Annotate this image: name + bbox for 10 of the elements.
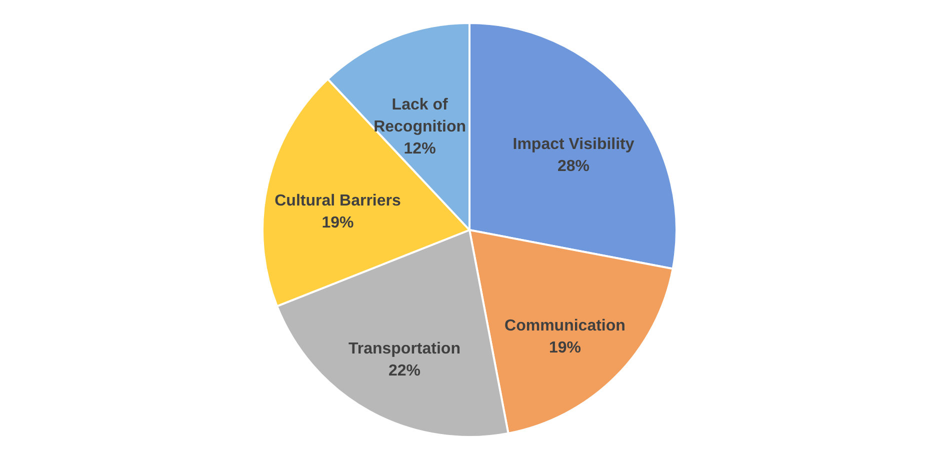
slice-label: Transportation: [348, 340, 460, 358]
slice-label: Cultural Barriers: [274, 192, 401, 210]
data-label: 19%: [322, 214, 354, 232]
data-label: 19%: [548, 339, 581, 356]
slice-label: Lack of Recognition: [374, 96, 466, 136]
slice-label: Impact Visibility: [512, 136, 634, 153]
slice-label: Communication: [504, 317, 626, 334]
data-label: 28%: [558, 158, 590, 175]
data-label: 22%: [388, 362, 420, 380]
data-label: 12%: [404, 140, 436, 158]
